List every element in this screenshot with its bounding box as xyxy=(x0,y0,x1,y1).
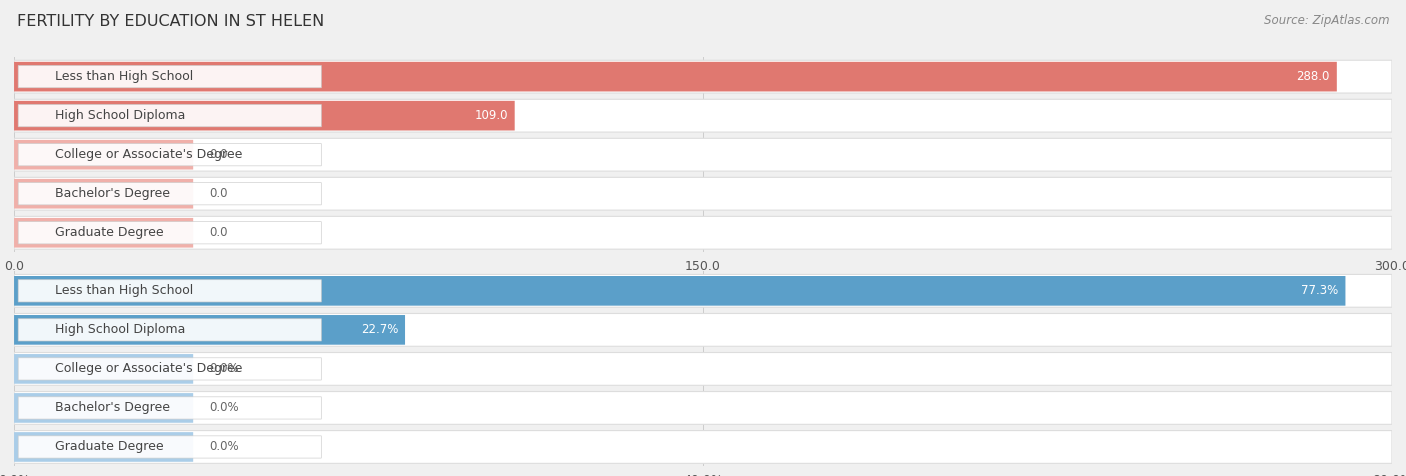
FancyBboxPatch shape xyxy=(18,66,322,88)
Text: 0.0%: 0.0% xyxy=(209,362,239,376)
Text: 0.0: 0.0 xyxy=(209,226,228,239)
Text: 0.0%: 0.0% xyxy=(209,440,239,454)
Text: 0.0%: 0.0% xyxy=(209,401,239,415)
Text: Less than High School: Less than High School xyxy=(55,70,193,83)
FancyBboxPatch shape xyxy=(14,354,193,384)
Text: Less than High School: Less than High School xyxy=(55,284,193,298)
FancyBboxPatch shape xyxy=(14,217,1392,249)
FancyBboxPatch shape xyxy=(14,178,1392,210)
Text: High School Diploma: High School Diploma xyxy=(55,323,186,337)
Text: 0.0: 0.0 xyxy=(209,187,228,200)
Text: High School Diploma: High School Diploma xyxy=(55,109,186,122)
Text: FERTILITY BY EDUCATION IN ST HELEN: FERTILITY BY EDUCATION IN ST HELEN xyxy=(17,14,325,30)
FancyBboxPatch shape xyxy=(18,397,322,419)
FancyBboxPatch shape xyxy=(14,276,1346,306)
FancyBboxPatch shape xyxy=(14,315,405,345)
FancyBboxPatch shape xyxy=(18,319,322,341)
Text: 0.0: 0.0 xyxy=(209,148,228,161)
FancyBboxPatch shape xyxy=(14,353,1392,385)
FancyBboxPatch shape xyxy=(18,358,322,380)
FancyBboxPatch shape xyxy=(18,436,322,458)
Text: Source: ZipAtlas.com: Source: ZipAtlas.com xyxy=(1264,14,1389,27)
FancyBboxPatch shape xyxy=(14,179,193,208)
FancyBboxPatch shape xyxy=(18,280,322,302)
FancyBboxPatch shape xyxy=(14,101,515,130)
Text: College or Associate's Degree: College or Associate's Degree xyxy=(55,362,242,376)
FancyBboxPatch shape xyxy=(14,62,1337,91)
Text: Bachelor's Degree: Bachelor's Degree xyxy=(55,401,170,415)
FancyBboxPatch shape xyxy=(14,60,1392,93)
FancyBboxPatch shape xyxy=(18,105,322,127)
FancyBboxPatch shape xyxy=(14,314,1392,346)
Text: 77.3%: 77.3% xyxy=(1302,284,1339,298)
FancyBboxPatch shape xyxy=(18,183,322,205)
FancyBboxPatch shape xyxy=(14,275,1392,307)
FancyBboxPatch shape xyxy=(14,431,1392,463)
FancyBboxPatch shape xyxy=(14,99,1392,132)
FancyBboxPatch shape xyxy=(14,392,1392,424)
FancyBboxPatch shape xyxy=(14,140,193,169)
FancyBboxPatch shape xyxy=(18,144,322,166)
Text: 109.0: 109.0 xyxy=(474,109,508,122)
FancyBboxPatch shape xyxy=(14,432,193,462)
Text: Graduate Degree: Graduate Degree xyxy=(55,440,163,454)
FancyBboxPatch shape xyxy=(14,218,193,248)
FancyBboxPatch shape xyxy=(18,222,322,244)
Text: College or Associate's Degree: College or Associate's Degree xyxy=(55,148,242,161)
Text: Graduate Degree: Graduate Degree xyxy=(55,226,163,239)
Text: 288.0: 288.0 xyxy=(1296,70,1330,83)
FancyBboxPatch shape xyxy=(14,139,1392,171)
Text: Bachelor's Degree: Bachelor's Degree xyxy=(55,187,170,200)
FancyBboxPatch shape xyxy=(14,393,193,423)
Text: 22.7%: 22.7% xyxy=(361,323,398,337)
